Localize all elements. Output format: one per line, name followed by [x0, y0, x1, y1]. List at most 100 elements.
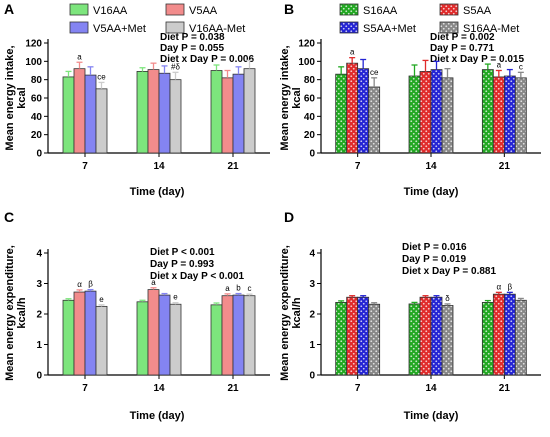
x-tick-label: 14 — [425, 161, 437, 172]
bar — [147, 289, 160, 376]
y-tick-label: 20 — [304, 130, 316, 141]
significance-label: δ — [445, 294, 450, 303]
y-axis-label: Mean energy intake,kcal — [4, 45, 28, 150]
bar — [503, 75, 516, 154]
bar — [62, 76, 75, 154]
panel-letter: B — [284, 1, 294, 17]
y-tick-label: 80 — [304, 75, 316, 86]
bar — [95, 305, 108, 376]
significance-label: c — [248, 284, 252, 293]
bar — [335, 73, 348, 154]
bar — [232, 73, 245, 154]
panel-letter: D — [284, 209, 294, 225]
legend-label: V5AA — [189, 5, 218, 17]
bar — [221, 295, 234, 376]
bar — [136, 301, 149, 376]
significance-label: a — [77, 52, 82, 61]
x-tick-label: 21 — [227, 161, 239, 172]
significance-label: e — [99, 295, 104, 304]
bar — [408, 303, 421, 376]
bar — [84, 290, 97, 376]
x-tick-label: 7 — [82, 383, 88, 394]
y-tick-label: 3 — [36, 279, 42, 290]
legend-label: V16AA-Met — [189, 23, 245, 35]
significance-label: β — [508, 282, 513, 291]
legend-swatch — [339, 21, 359, 34]
stat-line: Diet x Day P = 0.006 — [160, 54, 254, 65]
legend-label: V5AA+Met — [93, 23, 146, 35]
legend-label: S16AA-Met — [463, 23, 519, 35]
y-tick-label: 2 — [309, 310, 315, 321]
bar — [84, 74, 97, 154]
y-tick-label: 60 — [31, 94, 43, 105]
bar — [62, 299, 75, 376]
x-axis-label: Time (day) — [404, 186, 459, 198]
y-tick-label: 40 — [304, 112, 316, 123]
bar — [430, 69, 443, 154]
y-tick-label: 20 — [31, 130, 43, 141]
legend-swatch — [339, 3, 359, 16]
stat-line: Diet x Day P = 0.881 — [402, 266, 496, 277]
y-tick-label: 40 — [31, 112, 43, 123]
y-tick-label: 120 — [298, 39, 315, 50]
y-tick-label: 4 — [36, 249, 42, 260]
bar — [243, 68, 256, 154]
bar — [368, 303, 381, 376]
bar — [441, 305, 454, 376]
x-tick-label: 14 — [153, 161, 165, 172]
y-tick-label: 1 — [309, 340, 315, 351]
stat-line: Diet x Day P = 0.015 — [430, 54, 524, 65]
stat-line: Diet P = 0.016 — [402, 242, 467, 253]
x-tick-label: 21 — [499, 383, 511, 394]
bar — [335, 302, 348, 376]
bar — [419, 71, 432, 154]
stat-line: Day P = 0.019 — [402, 254, 466, 265]
bar — [514, 77, 527, 154]
significance-label: e — [173, 293, 178, 302]
bar — [357, 68, 370, 154]
stat-line: Diet x Day P < 0.001 — [150, 271, 244, 282]
bar — [408, 75, 421, 154]
significance-label: α — [497, 282, 502, 291]
bar — [492, 293, 505, 376]
legend-swatch — [165, 21, 185, 34]
bar — [481, 302, 494, 376]
bar — [357, 296, 370, 376]
bar — [441, 77, 454, 154]
y-tick-label: 0 — [309, 149, 315, 160]
significance-label: ce — [370, 68, 379, 77]
x-tick-label: 7 — [355, 383, 361, 394]
panel-letter: A — [4, 1, 14, 17]
bar — [169, 79, 182, 154]
legend-label: V16AA — [93, 5, 128, 17]
bar — [492, 76, 505, 154]
bar — [419, 296, 432, 376]
bar — [158, 72, 171, 154]
bar — [243, 295, 256, 376]
bar — [147, 69, 160, 154]
stat-line: Diet P = 0.002 — [430, 32, 495, 43]
x-tick-label: 14 — [153, 383, 165, 394]
significance-label: α — [77, 280, 82, 289]
legend-swatch — [439, 21, 459, 34]
bar — [346, 296, 359, 376]
significance-label: a — [225, 284, 230, 293]
bar — [158, 294, 171, 376]
x-tick-label: 21 — [499, 161, 511, 172]
legend-swatch — [69, 21, 89, 34]
bar — [136, 71, 149, 154]
stat-line: Day P = 0.993 — [150, 259, 214, 270]
stat-line: Day P = 0.771 — [430, 43, 494, 54]
y-tick-label: 0 — [36, 371, 42, 382]
bar — [210, 70, 223, 154]
legend-swatch — [165, 3, 185, 16]
stat-line: Diet P = 0.038 — [160, 32, 225, 43]
bar — [73, 68, 86, 154]
bar — [503, 293, 516, 376]
y-tick-label: 120 — [25, 39, 42, 50]
y-tick-label: 60 — [304, 94, 316, 105]
legend-label: S5AA+Met — [363, 23, 416, 35]
